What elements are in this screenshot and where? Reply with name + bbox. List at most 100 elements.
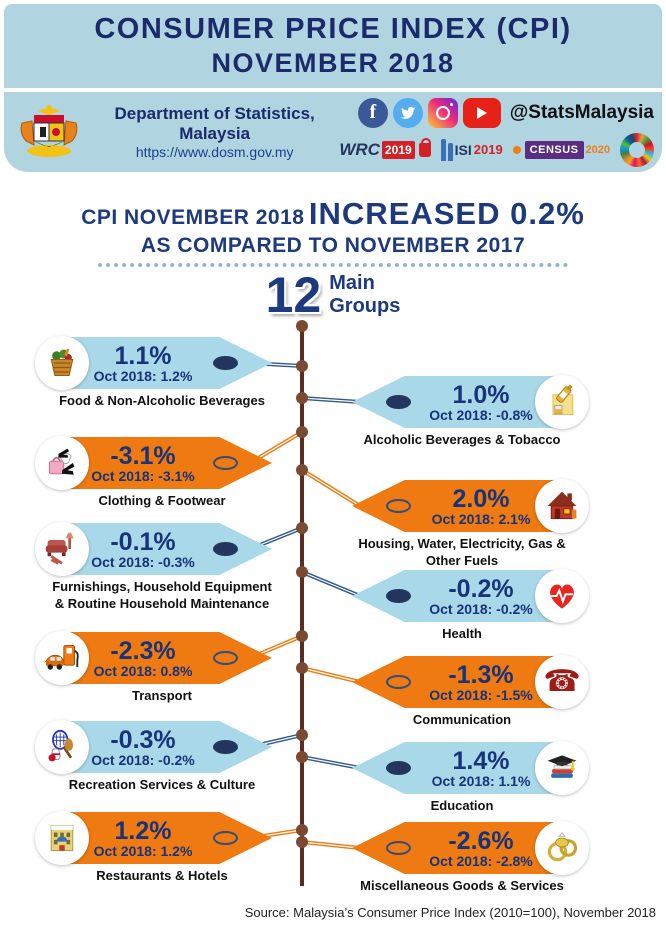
group-tag-misc-goods-services: -2.6% Oct 2018: -2.8% Miscellaneous Goods…: [352, 821, 589, 893]
group-word-groups: Groups: [329, 295, 401, 317]
group-label: Health: [442, 626, 482, 641]
statement-line2: AS COMPARED TO NOVEMBER 2017: [140, 234, 526, 257]
group-label: Food & Non-Alcoholic Beverages: [59, 393, 265, 408]
group-label: Clothing & Footwear: [98, 493, 226, 508]
facebook-icon[interactable]: f: [357, 97, 388, 128]
malaysia-coat-of-arms-icon: [18, 101, 80, 164]
main-groups-heading: 12 Main Groups: [0, 266, 666, 324]
youtube-icon[interactable]: [462, 97, 501, 128]
hotel-icon: [35, 811, 89, 865]
isi-2019-logo: ISI 2019: [440, 138, 503, 161]
group-label: Restaurants & Hotels: [96, 868, 228, 883]
prev-value: Oct 2018: 1.2%: [93, 842, 193, 859]
prev-value: Oct 2018: -1.5%: [429, 686, 533, 703]
prev-value: Oct 2018: 0.8%: [93, 662, 193, 679]
instagram-icon[interactable]: [427, 97, 458, 128]
dotted-divider: [98, 263, 568, 267]
group-tag-clothing-footwear: -3.1% Oct 2018: -3.1% Clothing & Footwear: [35, 436, 272, 508]
heart-pulse-icon: [535, 569, 589, 623]
statement-highlight: INCREASED 0.2%: [308, 196, 585, 231]
group-label: Education: [430, 798, 494, 813]
prev-value: Oct 2018: -0.3%: [91, 553, 195, 570]
header-title-band: CONSUMER PRICE INDEX (CPI) NOVEMBER 2018: [4, 4, 662, 88]
jewellery-icon: [535, 821, 589, 875]
house-icon: [535, 479, 589, 533]
org-name: Department of Statistics, Malaysia: [114, 104, 315, 143]
oval-marker: [213, 542, 238, 556]
oval-marker: [213, 831, 238, 845]
pct-value: -0.1%: [110, 527, 176, 556]
source-note: Source: Malaysia’s Consumer Price Index …: [244, 905, 656, 920]
sdg-goals-wheel-icon: [620, 132, 654, 167]
pct-value: 1.0%: [452, 380, 510, 409]
prev-value: Oct 2018: -0.2%: [429, 600, 533, 617]
group-word-main: Main: [329, 272, 375, 294]
pct-value: 1.1%: [114, 341, 172, 370]
group-tag-recreation-culture: -0.3% Oct 2018: -0.2% Recreation Services…: [35, 720, 272, 792]
pct-value: -1.3%: [448, 660, 514, 689]
group-label: Recreation Services & Culture: [68, 777, 256, 792]
prev-value: Oct 2018: -0.8%: [429, 406, 533, 423]
pct-value: -0.3%: [110, 725, 176, 754]
oval-marker: [213, 740, 238, 754]
sofa-icon: [35, 522, 89, 576]
oval-marker: [386, 395, 411, 409]
pct-value: 1.4%: [452, 746, 510, 775]
telephone-icon: ☎: [535, 655, 589, 709]
graduation-icon: [535, 741, 589, 795]
org-url-link[interactable]: https://www.dosm.gov.my: [135, 144, 294, 160]
group-label: Alcoholic Beverages & Tobacco: [363, 432, 561, 447]
oval-marker: [386, 499, 411, 513]
census-2020-logo: CENSUS 2020: [512, 140, 610, 159]
group-tag-health: -0.2% Oct 2018: -0.2% Health: [352, 569, 589, 641]
pct-value: 1.2%: [114, 816, 172, 845]
oval-marker: [386, 675, 411, 689]
group-label: Housing, Water, Electricity, Gas & Other…: [358, 536, 566, 568]
page-title: CONSUMER PRICE INDEX (CPI): [94, 13, 572, 45]
group-tag-housing-utilities: 2.0% Oct 2018: 2.1% Housing, Water, Elect…: [352, 479, 589, 568]
headline-statement: CPI NOVEMBER 2018 INCREASED 0.2% AS COMP…: [0, 196, 666, 267]
group-tag-education: 1.4% Oct 2018: 1.1% Education: [352, 741, 589, 813]
prev-value: Oct 2018: 2.1%: [431, 510, 531, 527]
group-tag-furnishings: -0.1% Oct 2018: -0.3% Furnishings, Househ…: [35, 522, 272, 611]
group-label: Miscellaneous Goods & Services: [360, 878, 564, 893]
group-tag-transport: -2.3% Oct 2018: 0.8% Transport: [35, 631, 272, 703]
prev-value: Oct 2018: -3.1%: [91, 467, 195, 484]
oval-marker: [386, 841, 411, 855]
oval-marker: [213, 456, 238, 470]
oval-marker: [386, 589, 411, 603]
prev-value: Oct 2018: 1.1%: [431, 772, 531, 789]
pct-value: -0.2%: [448, 574, 514, 603]
car-fuel-icon: [35, 631, 89, 685]
pct-value: -2.6%: [448, 826, 514, 855]
group-label: Communication: [412, 712, 512, 727]
group-count: 12: [265, 267, 322, 323]
twitter-icon[interactable]: [392, 97, 423, 128]
group-label: Furnishings, Household Equipment & Routi…: [52, 579, 272, 611]
group-tag-restaurants-hotels: 1.2% Oct 2018: 1.2% Restaurants & Hotels: [35, 811, 272, 883]
prev-value: Oct 2018: -2.8%: [429, 852, 533, 869]
oval-marker: [386, 761, 411, 775]
pct-value: -2.3%: [110, 636, 176, 665]
statement-prefix: CPI NOVEMBER 2018: [81, 206, 305, 229]
oval-marker: [213, 651, 238, 665]
group-label: Transport: [132, 688, 192, 703]
prev-value: Oct 2018: 1.2%: [93, 367, 193, 384]
wrc-2019-logo: WRC 2019: [339, 137, 431, 160]
group-tag-food: 1.1% Oct 2018: 1.2% Food & Non-Alcoholic …: [35, 336, 272, 408]
sports-icon: [35, 720, 89, 774]
shoes-bag-icon: [35, 436, 89, 490]
pct-value: 2.0%: [452, 484, 510, 513]
bottle-icon: [535, 375, 589, 429]
group-tag-alcohol-tobacco: 1.0% Oct 2018: -0.8% Alcoholic Beverages …: [352, 375, 589, 447]
social-handle[interactable]: @StatsMalaysia: [509, 101, 654, 123]
pct-value: -3.1%: [110, 441, 176, 470]
org-identity: Department of Statistics, Malaysia https…: [90, 104, 339, 160]
grocery-basket-icon: [35, 336, 89, 390]
header-org-band: Department of Statistics, Malaysia https…: [4, 92, 662, 172]
oval-marker: [213, 356, 238, 370]
page-subtitle: NOVEMBER 2018: [211, 48, 455, 78]
prev-value: Oct 2018: -0.2%: [91, 751, 195, 768]
group-tag-communication: -1.3% Oct 2018: -1.5% ☎ Communication: [352, 655, 589, 727]
